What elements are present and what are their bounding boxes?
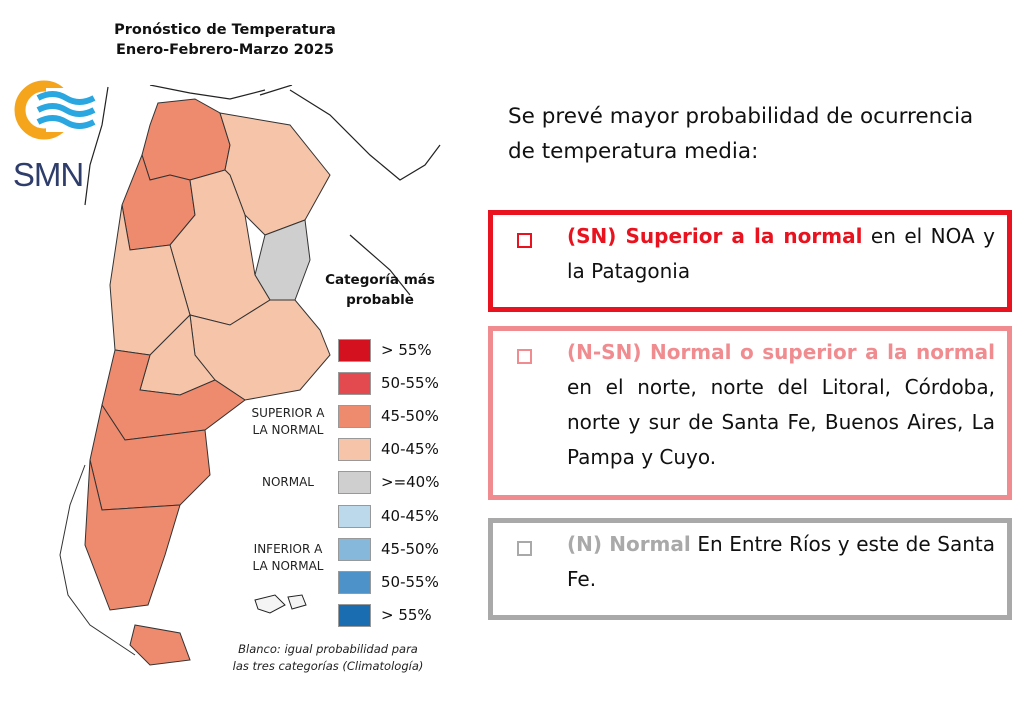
legend-swatch bbox=[338, 537, 371, 561]
coastline bbox=[59, 464, 136, 656]
legend-item: > 55% bbox=[338, 337, 432, 363]
legend-label: 50-55% bbox=[381, 374, 439, 392]
legend-label: > 55% bbox=[381, 341, 432, 359]
group-inferior-line2: LA NORMAL bbox=[252, 559, 324, 573]
checkbox-bullet-icon bbox=[517, 541, 532, 556]
forecast-box-sn: (SN) Superior a la normal en el NOA y la… bbox=[488, 210, 1012, 312]
legend-title: Categoría más probable bbox=[318, 270, 442, 310]
argentina-regions bbox=[84, 98, 331, 666]
legend-swatch bbox=[338, 437, 371, 461]
intro-line2: de temperatura media: bbox=[508, 139, 759, 164]
smn-logo-icon bbox=[14, 80, 96, 140]
legend-label: 45-50% bbox=[381, 407, 439, 425]
legend-label: 40-45% bbox=[381, 507, 439, 525]
map-title-line2: Enero-Febrero-Marzo 2025 bbox=[115, 42, 334, 58]
legend-label: 45-50% bbox=[381, 540, 439, 558]
forecast-code-nsn: (N-SN) Normal o superior a la normal bbox=[567, 340, 995, 364]
legend-group-inferior: INFERIOR A LA NORMAL bbox=[240, 541, 336, 575]
argentina-map bbox=[59, 85, 441, 666]
forecast-text-sn: (SN) Superior a la normal en el NOA y la… bbox=[567, 219, 995, 289]
legend-item: 45-50% bbox=[338, 536, 439, 562]
intro-line1: Se prevé mayor probabilidad de ocurrenci… bbox=[508, 104, 974, 129]
forecast-desc-n: En Entre Ríos y este de Santa Fe. bbox=[567, 532, 995, 591]
legend-group-superior: SUPERIOR A LA NORMAL bbox=[240, 405, 336, 439]
legend-item: 40-45% bbox=[338, 503, 439, 529]
legend-title-line2: probable bbox=[346, 292, 414, 308]
forecast-intro: Se prevé mayor probabilidad de ocurrenci… bbox=[508, 99, 998, 169]
forecast-code-n: (N) Normal bbox=[567, 532, 691, 556]
forecast-text-nsn: (N-SN) Normal o superior a la normal en … bbox=[567, 335, 995, 475]
legend-swatch bbox=[338, 603, 371, 627]
malvinas-islands bbox=[254, 594, 307, 614]
legend-swatch bbox=[338, 371, 371, 395]
legend-item: 45-50% bbox=[338, 403, 439, 429]
checkbox-bullet-icon bbox=[517, 233, 532, 248]
footnote-line2: las tres categorías (Climatología) bbox=[232, 659, 424, 673]
legend-item: 50-55% bbox=[338, 370, 439, 396]
legend-item: 40-45% bbox=[338, 436, 439, 462]
forecast-code-sn: (SN) Superior a la normal bbox=[567, 224, 863, 248]
legend-swatch bbox=[338, 404, 371, 428]
legend-swatch bbox=[338, 504, 371, 528]
forecast-text-n: (N) Normal En Entre Ríos y este de Santa… bbox=[567, 527, 995, 597]
legend-swatch bbox=[338, 470, 371, 494]
group-inferior-line1: INFERIOR A bbox=[253, 542, 323, 556]
group-superior-line1: SUPERIOR A bbox=[251, 406, 325, 420]
group-superior-line2: LA NORMAL bbox=[252, 423, 324, 437]
legend-label: >=40% bbox=[381, 473, 440, 491]
forecast-desc-nsn: en el norte, norte del Litoral, Córdoba,… bbox=[567, 375, 995, 469]
forecast-box-n: (N) Normal En Entre Ríos y este de Santa… bbox=[488, 518, 1012, 620]
neighbor-borders bbox=[84, 85, 441, 296]
legend-label: 40-45% bbox=[381, 440, 439, 458]
legend-label: 50-55% bbox=[381, 573, 439, 591]
map-title-line1: Pronóstico de Temperatura bbox=[114, 22, 336, 38]
legend-group-normal: NORMAL bbox=[261, 475, 314, 489]
legend-swatch bbox=[338, 338, 371, 362]
legend-footnote: Blanco: igual probabilidad para las tres… bbox=[228, 641, 428, 675]
legend-item: >=40% bbox=[338, 469, 439, 495]
legend-item: > 55% bbox=[338, 602, 432, 628]
legend-label: > 55% bbox=[381, 606, 432, 624]
checkbox-bullet-icon bbox=[517, 349, 532, 364]
forecast-box-nsn: (N-SN) Normal o superior a la normal en … bbox=[488, 326, 1012, 500]
map-title: Pronóstico de Temperatura Enero-Febrero-… bbox=[80, 20, 370, 60]
footnote-line1: Blanco: igual probabilidad para bbox=[238, 642, 418, 656]
smn-logo-text: SMN bbox=[12, 156, 84, 193]
legend-title-line1: Categoría más bbox=[325, 272, 435, 288]
smn-logo bbox=[8, 72, 100, 196]
legend-item: 50-55% bbox=[338, 569, 439, 595]
forecast-desc-sn: en el NOA y la Patagonia bbox=[567, 224, 995, 283]
legend-swatch bbox=[338, 570, 371, 594]
